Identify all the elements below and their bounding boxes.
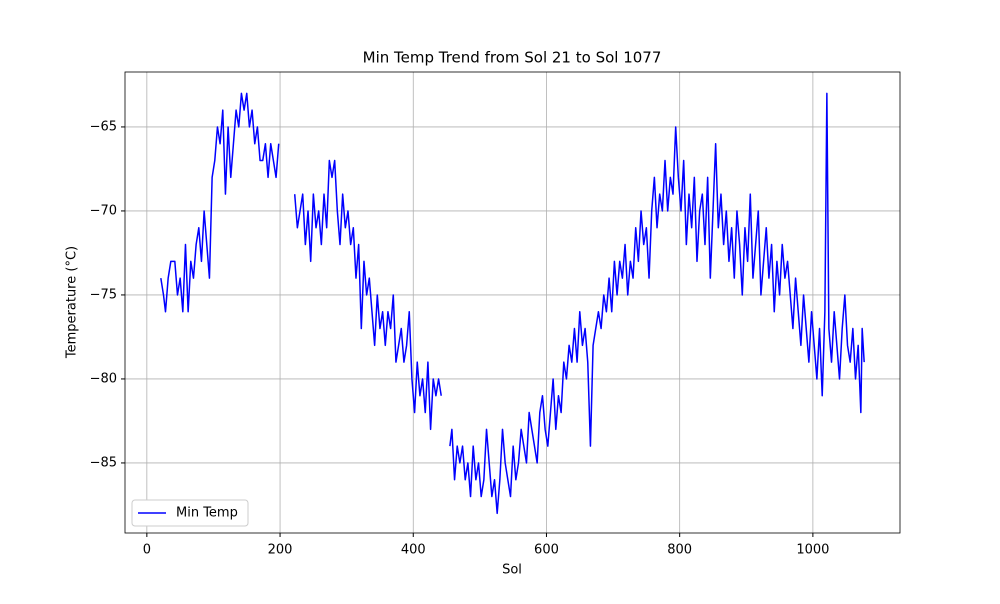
legend-box (131, 499, 249, 527)
y-tick-label: −80 (90, 371, 117, 386)
x-tick-label: 200 (268, 543, 293, 558)
x-axis-label: Sol (502, 563, 522, 578)
x-tick-label: 600 (534, 543, 559, 558)
y-tick-label: −65 (90, 119, 117, 134)
x-tick-label: 800 (667, 543, 692, 558)
legend-label: Min Temp (176, 506, 238, 521)
y-tick-label: −75 (90, 287, 117, 302)
y-tick-label: −85 (90, 455, 117, 470)
plot-frame (124, 71, 901, 534)
x-tick-label: 400 (401, 543, 426, 558)
chart-title: Min Temp Trend from Sol 21 to Sol 1077 (363, 49, 662, 67)
y-axis-label: Temperature (°C) (65, 246, 80, 359)
x-tick-label: 1000 (796, 543, 829, 558)
data-line (160, 92, 865, 515)
y-tick-label: −70 (90, 203, 117, 218)
x-tick-label: 0 (143, 543, 151, 558)
